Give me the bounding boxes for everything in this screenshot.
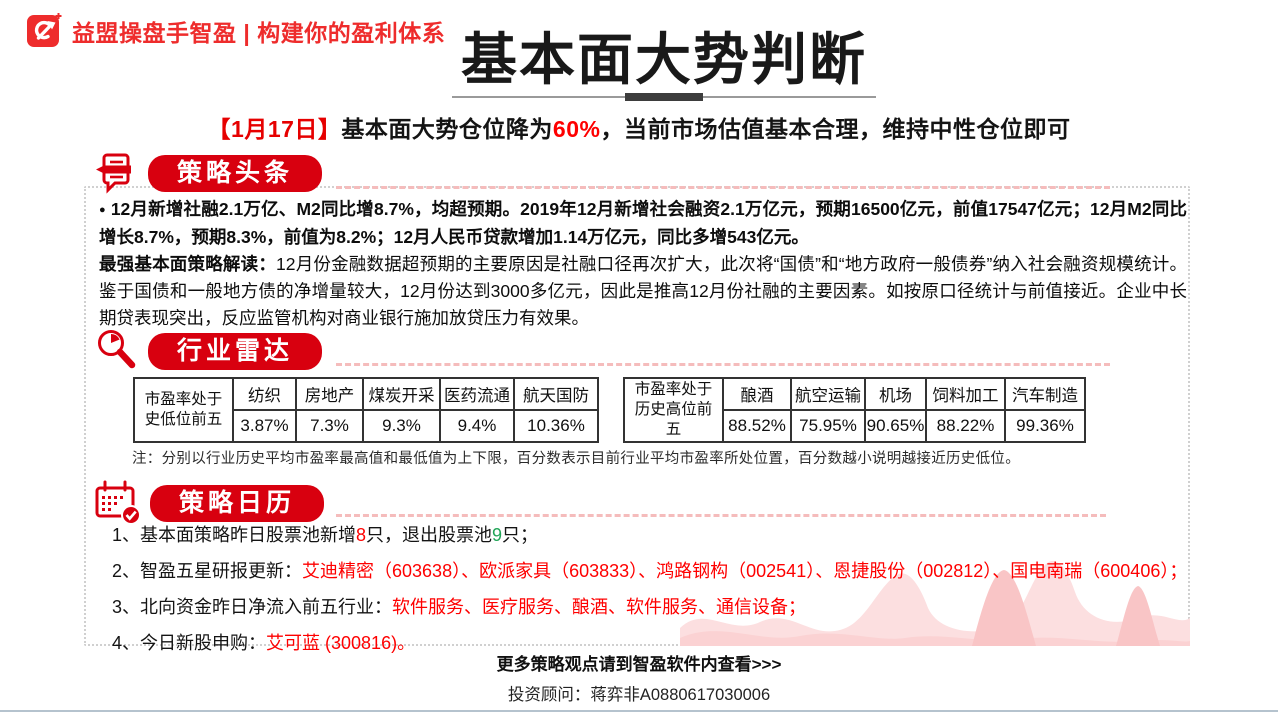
section-dash-line xyxy=(336,514,1106,517)
bullet-icon: ● xyxy=(99,204,106,216)
item-number: 2、 xyxy=(112,561,141,581)
pe-high-table: 市盈率处于历史高位前五 酿酒 航空运输 机场 饲料加工 汽车制造 88.52% … xyxy=(623,377,1086,443)
item-number: 4、 xyxy=(112,633,141,653)
calendar-list: 1、基本面策略昨日股票池新增8只，退出股票池9只； 2、智盈五星研报更新：艾迪精… xyxy=(112,522,1192,666)
calendar-item-4: 4、今日新股申购：艾可蓝 (300816)。 xyxy=(112,630,1192,657)
industry-value-cell: 99.36% xyxy=(1004,409,1086,443)
industry-name-cell: 医药流通 xyxy=(439,377,515,411)
page-title: 基本面大势判断 xyxy=(461,28,867,91)
industry-name-cell: 酿酒 xyxy=(722,377,792,411)
document-pencil-icon xyxy=(96,153,131,194)
industry-value-cell: 90.65% xyxy=(864,409,927,443)
industry-value-cell: 9.3% xyxy=(362,409,441,443)
industry-value-cell: 9.4% xyxy=(439,409,515,443)
removed-count: 9 xyxy=(492,525,503,545)
new-stock: 艾可蓝 (300816)。 xyxy=(266,633,416,653)
item-number: 3、 xyxy=(112,597,141,617)
item-text: 基本面策略昨日股票池新增 xyxy=(140,525,357,545)
calendar-item-1: 1、基本面策略昨日股票池新增8只，退出股票池9只； xyxy=(112,522,1192,549)
industry-value-cell: 3.87% xyxy=(232,409,297,443)
date-label: 【1月17日】 xyxy=(207,116,342,142)
industry-value-cell: 7.3% xyxy=(295,409,364,443)
section-banner-calendar: 策略日历 xyxy=(150,484,325,522)
section-dash-line xyxy=(336,363,1110,366)
section-header-calendar: 策略日历 xyxy=(94,480,325,526)
emoney-logo-icon xyxy=(27,13,62,47)
interpretation-body: 12月份金融数据超预期的主要原因是社融口径再次扩大，此次将“国债”和“地方政府一… xyxy=(99,254,1188,328)
subtitle-text: 基本面大势仓位降为 xyxy=(341,116,553,142)
calendar-check-icon xyxy=(95,480,141,525)
headline-body: ● 12月新增社融2.1万亿、M2同比增8.7%，均超预期。2019年12月新增社… xyxy=(99,196,1187,332)
title-underline-accent xyxy=(625,93,703,101)
section-header-radar: 行业雷达 xyxy=(94,328,323,374)
brand-logo: 益盟操盘手智盈 | 构建你的盈利体系 xyxy=(27,13,445,48)
position-percwhile: 60% xyxy=(552,116,601,142)
table-footnote: 注：分别以行业历史平均市盈率最高值和最低值为上下限，百分数表示目前行业平均市盈率… xyxy=(132,451,1020,467)
headline-news: 12月新增社融2.1万亿、M2同比增8.7%，均超预期。2019年12月新增社会… xyxy=(99,199,1187,247)
industry-name-cell: 煤炭开采 xyxy=(362,377,441,411)
item-number: 1、 xyxy=(112,525,141,545)
industry-name-cell: 汽车制造 xyxy=(1004,377,1086,411)
brand-text: 益盟操盘手智盈 | 构建你的盈利体系 xyxy=(72,19,446,46)
section-banner-radar: 行业雷达 xyxy=(148,332,323,370)
added-count: 8 xyxy=(356,525,367,545)
section-dash-line xyxy=(336,186,1110,189)
industry-name-cell: 机场 xyxy=(864,377,927,411)
title-underline xyxy=(452,93,876,101)
section-banner-headline: 策略头条 xyxy=(148,154,323,192)
pe-high-row-header: 市盈率处于历史高位前五 xyxy=(623,377,724,443)
subtitle-text-2: ，当前市场估值基本合理，维持中性仓位即可 xyxy=(600,116,1071,142)
section-header-headline: 策略头条 xyxy=(94,151,323,195)
title-block: 基本面大势判断 xyxy=(50,28,1278,101)
headline-paragraph-1: ● 12月新增社融2.1万亿、M2同比增8.7%，均超预期。2019年12月新增社… xyxy=(99,196,1187,251)
advisor-info: 投资顾问：蒋弈非A0880617030006 xyxy=(507,686,771,704)
pe-low-row-header: 市盈率处于史低位前五 xyxy=(133,377,234,443)
industry-name-cell: 饲料加工 xyxy=(925,377,1006,411)
industry-name-cell: 航空运输 xyxy=(790,377,866,411)
industry-name-cell: 航天国防 xyxy=(513,377,599,411)
industry-value-cell: 88.52% xyxy=(722,409,792,443)
footer-cta: 更多策略观点请到智盈软件内查看>>> xyxy=(496,655,782,674)
daily-judgment-line: 【1月17日】基本面大势仓位降为60%，当前市场估值基本合理，维持中性仓位即可 xyxy=(0,110,1278,144)
headline-paragraph-2: 最强基本面策略解读：12月份金融数据超预期的主要原因是社融口径再次扩大，此次将“… xyxy=(99,251,1187,332)
calendar-item-2: 2、智盈五星研报更新：艾迪精密（603638）、欧派家具（603833）、鸿路钢… xyxy=(112,558,1192,585)
item-text: 今日新股申购： xyxy=(140,633,267,653)
industry-list: 软件服务、医疗服务、酿酒、软件服务、通信设备； xyxy=(392,597,807,617)
item-text: 只，退出股票池 xyxy=(366,525,493,545)
item-text: 北向资金昨日净流入前五行业： xyxy=(140,597,393,617)
magnifier-pie-icon xyxy=(98,330,136,369)
pe-low-table: 市盈率处于史低位前五 纺织 房地产 煤炭开采 医药流通 航天国防 3.87% 7… xyxy=(133,377,599,443)
item-text: 智盈五星研报更新： xyxy=(140,561,303,581)
bottom-edge-line xyxy=(0,710,1278,712)
industry-name-cell: 房地产 xyxy=(295,377,364,411)
item-text: 只； xyxy=(502,525,539,545)
industry-name-cell: 纺织 xyxy=(232,377,297,411)
industry-value-cell: 75.95% xyxy=(790,409,866,443)
interpretation-lead: 最强基本面策略解读： xyxy=(99,254,277,274)
industry-value-cell: 10.36% xyxy=(513,409,599,443)
calendar-item-3: 3、北向资金昨日净流入前五行业：软件服务、医疗服务、酿酒、软件服务、通信设备； xyxy=(112,594,1192,621)
stock-list: 艾迪精密（603638）、欧派家具（603833）、鸿路钢构（002541）、恩… xyxy=(302,561,1188,581)
industry-value-cell: 88.22% xyxy=(925,409,1006,443)
